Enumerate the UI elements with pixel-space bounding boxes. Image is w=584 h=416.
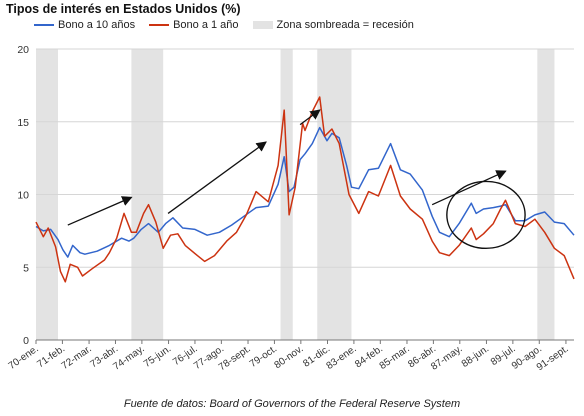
legend-label-recession: Zona sombreada = recesión xyxy=(276,19,414,31)
legend-item-10y: Bono a 10 años xyxy=(34,19,135,31)
chart-title: Tipos de interés en Estados Unidos (%) xyxy=(6,2,241,16)
legend-label-10y: Bono a 10 años xyxy=(58,19,136,31)
annotation-arrow-1 xyxy=(167,141,267,214)
x-tick-label: 85-mar. xyxy=(378,343,412,371)
legend-swatch-1y xyxy=(149,24,170,26)
series-line-1y xyxy=(35,96,575,283)
annotation-arrow-3 xyxy=(431,170,507,206)
x-tick-label: 75-jun. xyxy=(142,343,173,370)
annotation-arrow-0 xyxy=(67,196,133,226)
x-tick-label: 72-mar. xyxy=(60,343,94,371)
legend-item-1y: Bono a 1 año xyxy=(149,19,239,31)
x-tick-label: 88-jun. xyxy=(460,343,491,370)
x-tick-label: 83-ene. xyxy=(325,343,359,371)
y-tick-label: 15 xyxy=(17,117,29,129)
legend-item-recession: Zona sombreada = recesión xyxy=(252,19,414,31)
y-tick-label: 10 xyxy=(17,190,29,202)
x-tick-label: 80-nov. xyxy=(273,343,306,371)
chart-source: Fuente de datos: Board of Governors of t… xyxy=(123,398,461,410)
legend-swatch-10y xyxy=(34,24,54,26)
annotation-arrow-2 xyxy=(299,109,321,126)
y-tick-label: 5 xyxy=(23,262,29,274)
legend-label-1y: Bono a 1 año xyxy=(173,19,239,31)
annotation-ellipse xyxy=(446,180,526,250)
legend-swatch-recession xyxy=(252,21,273,29)
chart-legend: Bono a 10 años Bono a 1 año Zona sombrea… xyxy=(34,19,414,31)
y-tick-label: 0 xyxy=(23,335,29,347)
y-tick-label: 20 xyxy=(17,44,29,56)
x-tick-label: 70-ene. xyxy=(7,343,41,371)
